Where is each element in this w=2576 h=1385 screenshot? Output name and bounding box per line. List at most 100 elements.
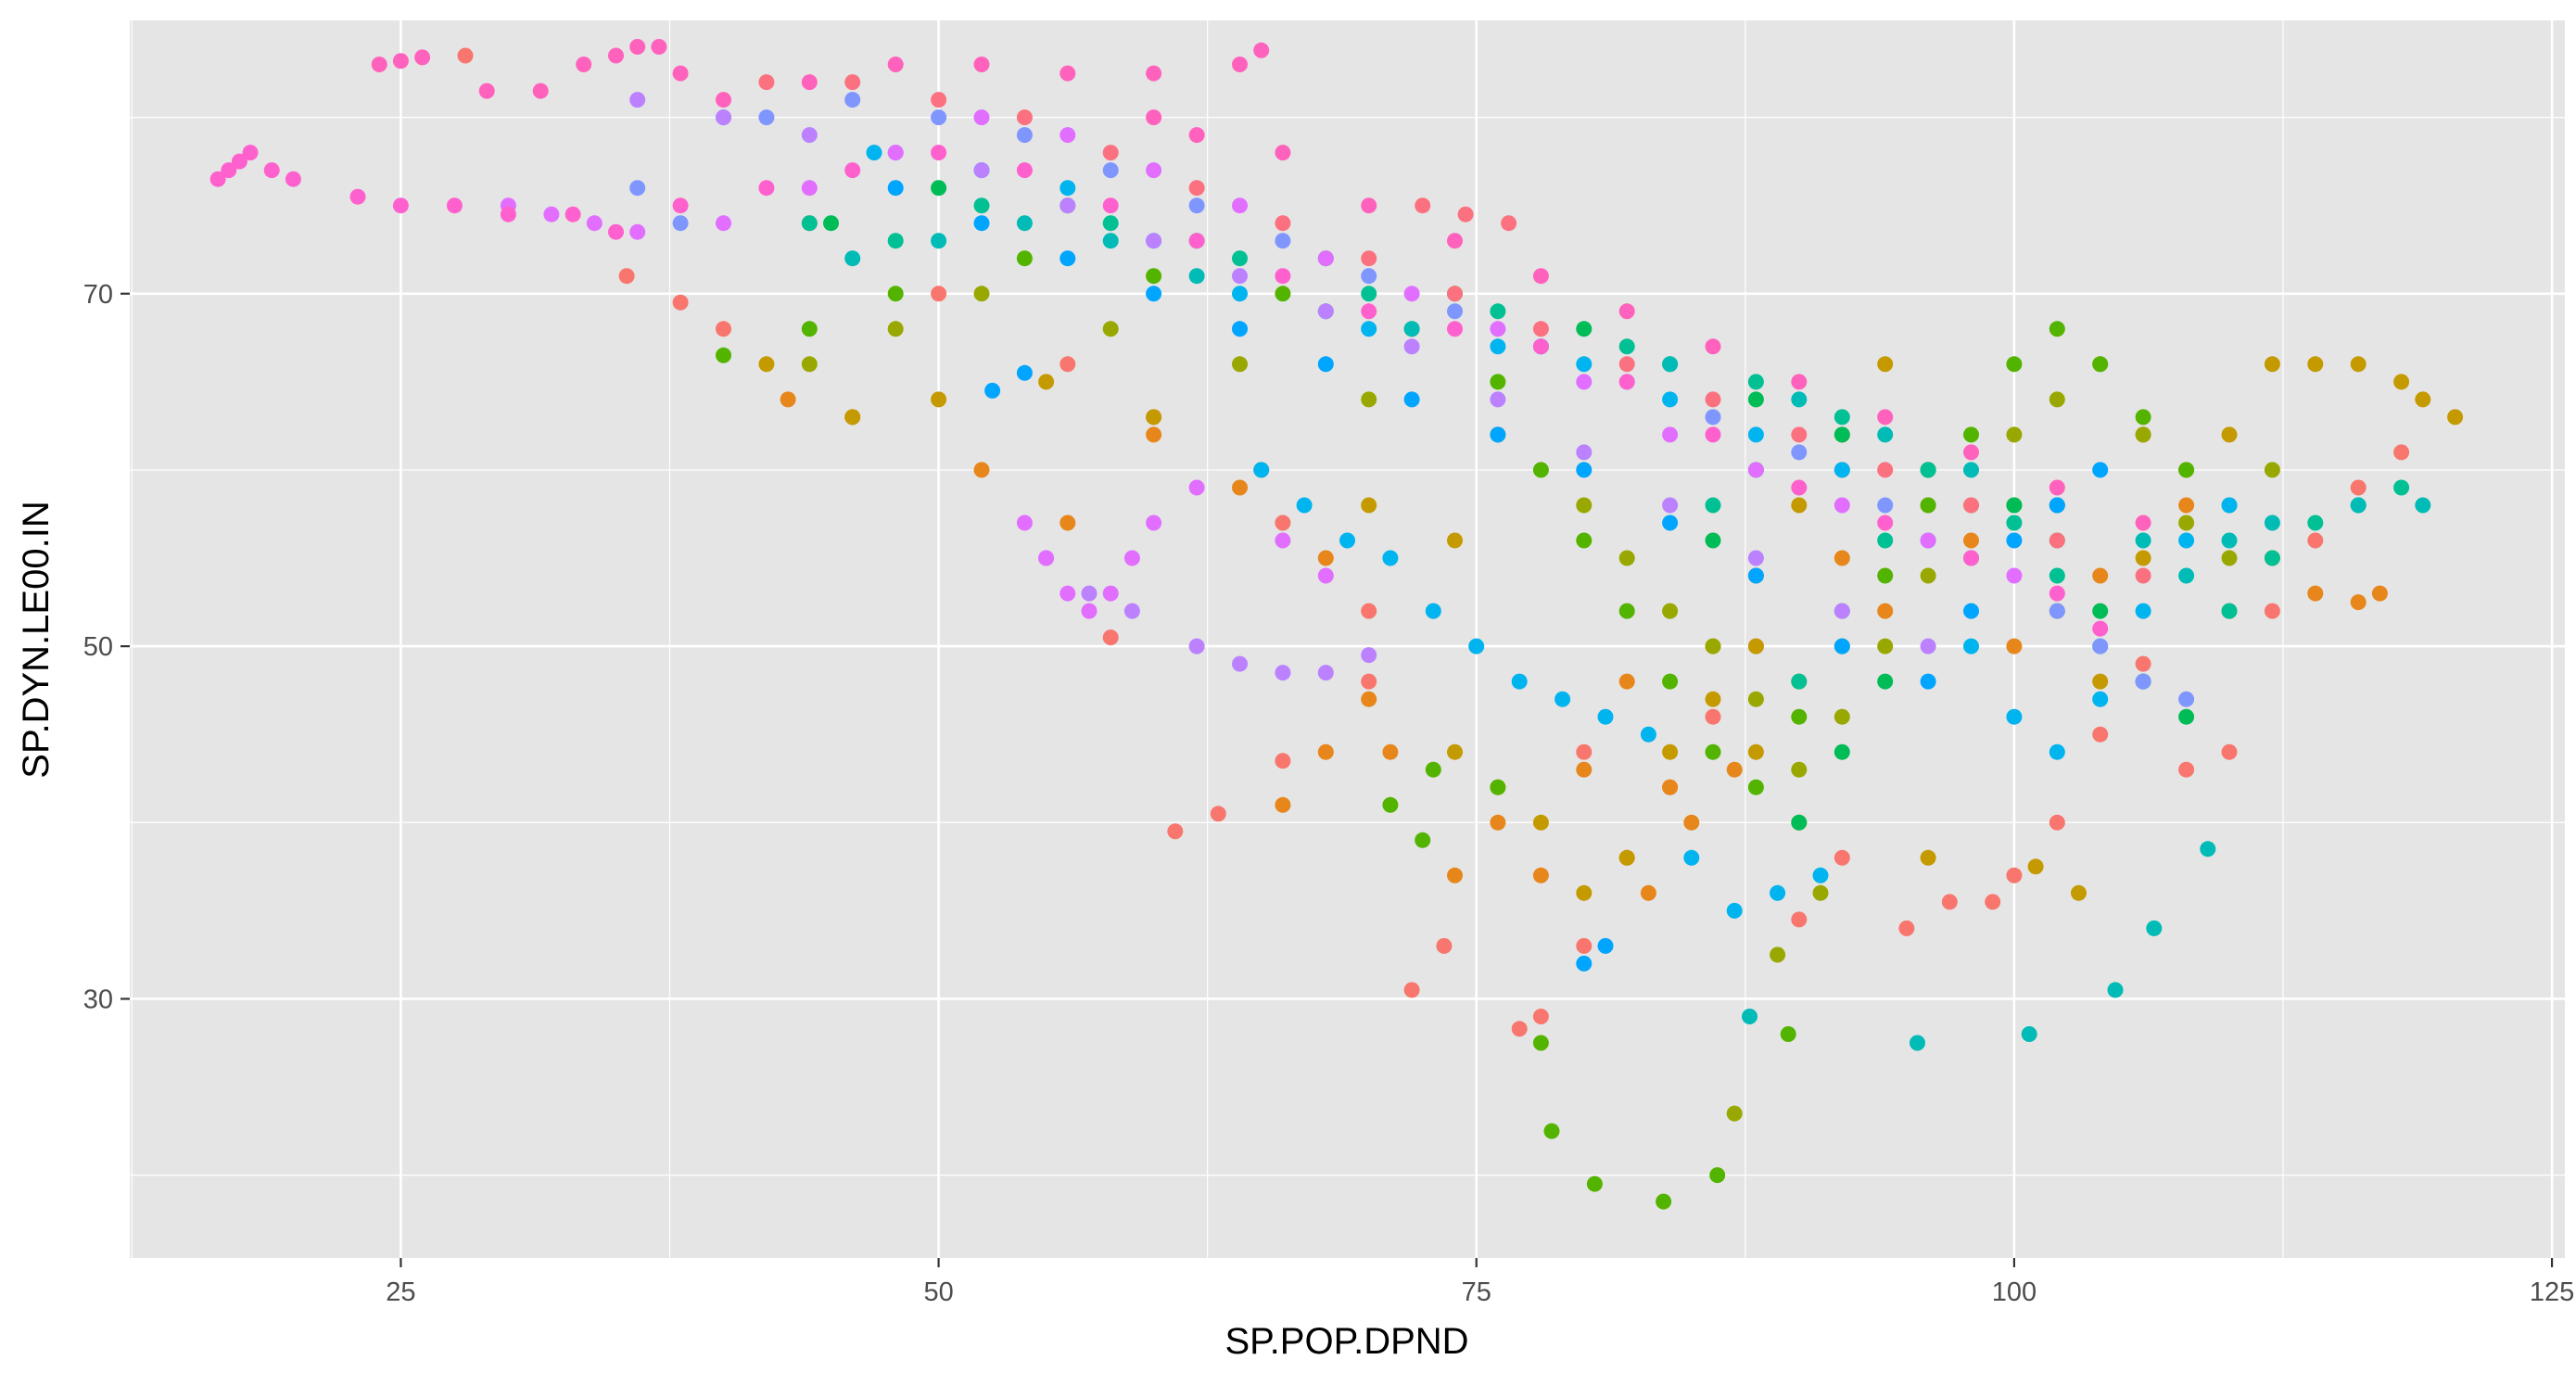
- data-point: [1146, 286, 1162, 302]
- data-point: [1102, 585, 1119, 602]
- data-point: [973, 57, 990, 72]
- data-point: [1812, 884, 1829, 901]
- data-point: [1532, 1035, 1549, 1051]
- data-point: [1016, 215, 1033, 232]
- data-point: [2393, 479, 2410, 496]
- data-point: [887, 321, 904, 337]
- data-point: [1232, 655, 1248, 672]
- data-point: [1317, 356, 1334, 373]
- data-point: [1791, 391, 1808, 408]
- data-point: [2178, 462, 2195, 478]
- data-point: [1554, 691, 1571, 707]
- data-point: [2049, 743, 2065, 760]
- data-point: [1705, 338, 1721, 355]
- data-point: [221, 162, 237, 179]
- data-point: [392, 53, 409, 70]
- data-point: [2006, 426, 2023, 443]
- data-point: [1705, 409, 1721, 426]
- data-point: [1060, 197, 1076, 214]
- data-point: [973, 197, 990, 214]
- data-point: [1361, 321, 1377, 337]
- data-point: [1102, 145, 1119, 161]
- data-point: [1253, 42, 1270, 58]
- data-point: [414, 49, 431, 66]
- data-point: [2049, 567, 2065, 584]
- data-point: [1812, 867, 1829, 883]
- data-point: [1361, 268, 1377, 285]
- data-point: [1253, 462, 1270, 478]
- data-point: [1447, 532, 1463, 549]
- data-point: [1188, 233, 1205, 249]
- data-point: [1317, 665, 1334, 681]
- data-point: [2006, 867, 2023, 883]
- data-point: [1188, 180, 1205, 197]
- data-point: [1060, 127, 1076, 144]
- data-point: [1920, 849, 1936, 866]
- data-point: [1920, 567, 1936, 584]
- data-point: [1920, 532, 1936, 549]
- data-point: [1275, 233, 1291, 249]
- data-point: [1490, 303, 1506, 320]
- data-point: [1791, 708, 1808, 725]
- data-point: [1232, 250, 1248, 267]
- data-point: [1317, 250, 1334, 267]
- data-point: [2350, 356, 2367, 373]
- data-point: [1747, 391, 1764, 408]
- data-point: [576, 57, 592, 72]
- data-point: [1275, 665, 1291, 681]
- data-point: [1963, 638, 1979, 654]
- data-point: [1317, 743, 1334, 760]
- data-point: [2006, 515, 2023, 531]
- data-point: [887, 145, 904, 161]
- data-point: [1770, 884, 1786, 901]
- data-point: [1586, 1175, 1603, 1192]
- data-point: [2135, 567, 2151, 584]
- data-point: [2221, 497, 2238, 514]
- data-point: [1791, 479, 1808, 496]
- data-point: [973, 215, 990, 232]
- data-point: [1275, 145, 1291, 161]
- data-point: [931, 109, 947, 126]
- data-point: [2092, 356, 2109, 373]
- data-point: [1877, 603, 1894, 619]
- data-point: [1834, 426, 1850, 443]
- data-point: [1576, 444, 1593, 461]
- data-point: [1447, 321, 1463, 337]
- series-group-5: [716, 250, 2238, 1210]
- data-point: [2092, 726, 2109, 743]
- data-point: [1102, 162, 1119, 179]
- data-point: [1210, 806, 1226, 822]
- data-point: [1275, 753, 1291, 769]
- data-point: [1662, 603, 1679, 619]
- data-point: [1123, 603, 1140, 619]
- data-point: [2006, 567, 2023, 584]
- data-point: [1726, 1105, 1743, 1122]
- data-point: [532, 83, 549, 99]
- data-point: [1576, 374, 1593, 390]
- data-point: [1834, 497, 1850, 514]
- data-point: [1447, 286, 1463, 302]
- data-point: [2006, 532, 2023, 549]
- data-point: [1791, 911, 1808, 928]
- data-point: [887, 286, 904, 302]
- data-point: [231, 153, 247, 170]
- data-point: [2006, 708, 2023, 725]
- data-point: [1436, 937, 1453, 954]
- data-point: [1232, 356, 1248, 373]
- data-point: [2307, 356, 2324, 373]
- data-point: [1102, 233, 1119, 249]
- data-point: [1618, 338, 1635, 355]
- data-point: [1834, 638, 1850, 654]
- data-point: [1618, 356, 1635, 373]
- data-point: [2006, 638, 2023, 654]
- data-point: [1188, 638, 1205, 654]
- data-point: [672, 197, 689, 214]
- data-point: [1576, 937, 1593, 954]
- data-point: [1576, 356, 1593, 373]
- series-group-14: [209, 145, 2109, 637]
- data-point: [565, 206, 581, 222]
- data-point: [1618, 303, 1635, 320]
- data-point: [2135, 532, 2151, 549]
- data-point: [242, 145, 259, 161]
- data-point: [1791, 426, 1808, 443]
